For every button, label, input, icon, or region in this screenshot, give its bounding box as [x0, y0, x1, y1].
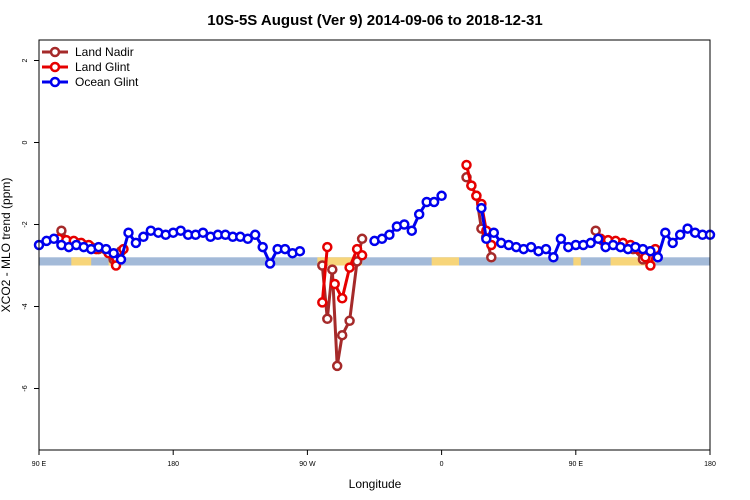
data-point — [590, 225, 601, 236]
data-point — [294, 245, 306, 257]
y-tick-label: -6 — [22, 385, 29, 391]
x-axis: 90 E 180 90 W 0 90 E 180 — [32, 450, 716, 468]
x-tick-label: 180 — [167, 461, 179, 468]
map-strip-ocean — [39, 257, 710, 266]
x-tick-label: 180 — [704, 461, 716, 468]
series-ocean-glint — [33, 190, 716, 269]
data-point — [481, 233, 492, 245]
legend-swatch-marker — [49, 46, 61, 58]
data-point — [48, 233, 60, 245]
data-point — [175, 225, 186, 236]
data-point — [645, 245, 656, 257]
chart-title: 10S-5S August (Ver 9) 2014-09-06 to 2018… — [207, 12, 542, 29]
data-point — [197, 227, 209, 238]
map-strip-land — [573, 257, 581, 266]
data-point — [344, 262, 355, 273]
data-point — [471, 190, 482, 202]
legend-swatch-marker — [49, 76, 61, 88]
data-point — [466, 180, 477, 191]
plot-area — [33, 159, 716, 372]
x-axis-label: Longitude — [349, 477, 402, 491]
data-point — [406, 225, 418, 236]
data-point — [322, 241, 333, 253]
x-tick-label: 0 — [440, 461, 444, 468]
data-point — [344, 315, 355, 327]
data-point — [100, 243, 112, 255]
y-axis-label: XCO2 - MLO trend (ppm) — [0, 178, 13, 313]
data-point — [115, 254, 127, 265]
data-point — [592, 233, 604, 245]
data-point — [249, 229, 261, 241]
legend-item: Ocean Glint — [42, 75, 139, 89]
data-point — [645, 260, 656, 271]
data-point — [317, 297, 328, 308]
data-point — [356, 233, 368, 245]
data-point — [428, 196, 440, 208]
map-strip-land — [317, 257, 363, 266]
y-tick-label: 0 — [22, 140, 29, 144]
data-point — [399, 219, 410, 230]
legend-swatch-marker — [49, 61, 61, 73]
data-point — [123, 227, 134, 238]
y-tick-label: 2 — [22, 58, 29, 62]
legend-item: Land Glint — [42, 60, 130, 74]
plot-frame — [38, 39, 711, 451]
legend-label: Ocean Glint — [75, 75, 139, 89]
data-point — [138, 231, 149, 243]
x-tick-label: 90 E — [569, 461, 584, 468]
map-strip-land — [610, 257, 656, 266]
data-point — [461, 159, 472, 171]
data-point — [540, 243, 552, 255]
data-point — [336, 329, 348, 341]
data-point — [331, 360, 343, 372]
legend-label: Land Nadir — [75, 45, 134, 59]
data-point — [108, 247, 119, 259]
data-point — [56, 225, 67, 236]
y-axis: -6 -4 -2 0 2 — [22, 58, 39, 392]
data-point — [336, 293, 348, 304]
data-point — [257, 241, 268, 253]
data-point — [652, 252, 664, 263]
series-land-nadir — [56, 172, 656, 372]
data-point — [525, 241, 537, 253]
data-point — [486, 252, 497, 263]
y-tick-label: -4 — [22, 303, 29, 309]
x-tick-label: 90 W — [299, 461, 316, 468]
data-point — [436, 190, 447, 202]
series-line — [320, 246, 329, 303]
data-point — [264, 258, 276, 269]
map-strip-land — [71, 257, 92, 266]
data-point — [476, 202, 487, 214]
data-point — [682, 223, 693, 234]
data-point — [488, 227, 500, 238]
data-point — [279, 243, 291, 255]
data-point — [327, 264, 338, 275]
data-point — [585, 237, 596, 249]
data-point — [384, 229, 395, 241]
x-tick-label: 90 E — [32, 461, 47, 468]
data-point — [329, 278, 340, 290]
series-line — [320, 238, 364, 368]
data-point — [667, 237, 678, 249]
data-point — [660, 227, 671, 238]
data-point — [322, 313, 333, 325]
legend-label: Land Glint — [75, 60, 130, 74]
legend-item: Land Nadir — [42, 45, 134, 59]
data-point — [356, 250, 368, 261]
y-tick-label: -2 — [22, 221, 29, 227]
map-strip-land — [431, 257, 459, 266]
data-point — [555, 233, 567, 245]
data-point — [674, 229, 686, 241]
data-point — [548, 252, 559, 263]
data-point — [130, 237, 142, 249]
data-point — [413, 209, 425, 220]
